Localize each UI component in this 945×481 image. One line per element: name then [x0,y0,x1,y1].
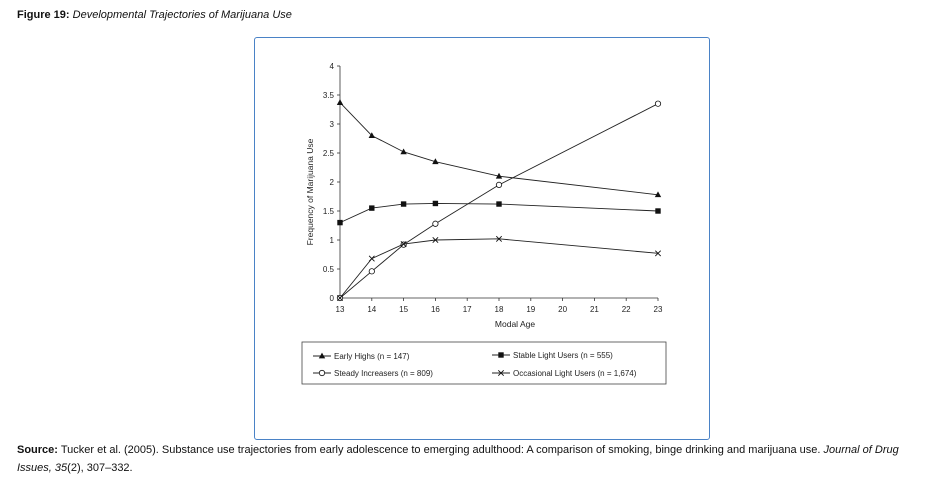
square-marker [432,200,439,207]
legend-box [301,341,667,385]
y-tick-label: 4 [330,62,335,71]
square-marker [337,219,343,226]
source-citation: Source: Tucker et al. (2005). Substance … [17,441,929,477]
triangle-marker [495,172,503,179]
x-marker [495,235,503,242]
x-marker [368,255,375,262]
chart-frame: 0 0.5 1 1.5 2 2.5 3 3.5 4 13 14 15 16 17 18 19 20 21 22 23 M… [254,37,710,440]
circle-marker [495,181,503,188]
legend-entry: Occasional Light Users (n = 1,674) [492,369,637,378]
series-line [339,238,659,299]
x-tick-label: 22 [622,305,631,314]
legend-label: Occasional Light Users (n = 1,674) [513,369,637,378]
legend-label: Stable Light Users (n = 555) [513,351,613,360]
source-label: Source: [17,444,58,456]
x-marker [497,369,505,377]
x-tick-label: 14 [367,305,376,314]
legend-label: Steady Increasers (n = 809) [334,369,433,378]
x-tick-label: 21 [590,305,599,314]
x-tick-label: 20 [558,305,567,314]
x-tick-label: 19 [526,305,535,314]
source-volume: 35 [54,462,68,474]
y-tick-label: 3 [330,120,335,129]
triangle-marker [432,158,439,165]
square-marker [655,208,661,214]
square-marker [498,352,504,358]
y-tick-label: 0.5 [323,265,335,274]
series-triangle [336,99,662,198]
x-tick-label: 17 [463,305,472,314]
series-line [339,203,659,224]
series-circle [336,100,662,302]
x-tick-label: 18 [495,305,504,314]
figure-title-text: Developmental Trajectories of Marijuana … [72,9,292,21]
x-axis-label: Modal Age [495,319,535,329]
triangle-marker [400,148,407,155]
square-marker [400,201,407,207]
x-tick-label: 23 [654,305,663,314]
series-line [339,102,659,196]
square-marker [369,205,375,211]
y-tick-label: 0 [330,294,335,303]
figure-title: Figure 19: Developmental Trajectories of… [17,9,292,21]
source-journal: Journal of Drug Issues, [17,444,899,474]
x-marker [432,236,439,244]
y-axis-label: Frequency of Marijuana Use [305,138,315,245]
triangle-marker [368,132,375,138]
line-chart: 0 0.5 1 1.5 2 2.5 3 3.5 4 13 14 15 16 17 18 19 20 21 22 23 M… [301,62,667,385]
y-tick-label: 1.5 [323,207,335,216]
circle-marker [654,100,662,107]
series-x [336,235,662,302]
x-tick-label: 16 [431,305,440,314]
y-tick-label: 3.5 [323,91,335,100]
x-tick-label: 15 [399,305,408,314]
y-tick-label: 1 [330,236,335,245]
circle-marker [368,268,375,275]
figure-label: Figure 19: [17,9,70,21]
y-tick-label: 2 [330,178,335,187]
legend-entry: Early Highs (n = 147) [313,352,410,361]
legend-label: Early Highs (n = 147) [334,352,410,361]
triangle-marker [336,99,344,105]
legend-entry: Steady Increasers (n = 809) [313,369,433,378]
source-text: Tucker et al. (2005). Substance use traj… [60,444,821,456]
series-line [339,103,659,299]
y-tick-label: 2.5 [323,149,335,158]
circle-marker [432,220,439,227]
series-square [337,200,661,226]
triangle-marker [318,352,326,359]
legend-entry: Stable Light Users (n = 555) [492,351,613,360]
x-marker [336,294,344,302]
circle-marker [318,369,326,377]
x-marker [400,241,407,248]
source-issue-pages: (2), 307–332. [67,462,133,474]
x-marker [654,250,662,257]
x-tick-label: 13 [336,305,345,314]
square-marker [496,201,502,207]
triangle-marker [654,191,662,198]
